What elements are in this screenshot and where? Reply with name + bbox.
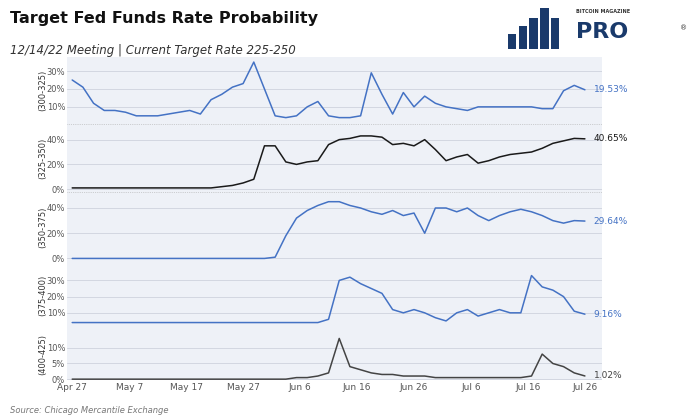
FancyBboxPatch shape [508, 34, 517, 48]
FancyBboxPatch shape [540, 8, 549, 48]
Text: 1.02%: 1.02% [594, 371, 622, 381]
Text: BITCOIN MAGAZINE: BITCOIN MAGAZINE [576, 9, 630, 14]
Text: PRO: PRO [576, 22, 628, 42]
Y-axis label: (400-425): (400-425) [38, 334, 47, 375]
Text: Source: Chicago Mercantile Exchange: Source: Chicago Mercantile Exchange [10, 406, 169, 415]
Text: 29.64%: 29.64% [594, 217, 628, 226]
FancyBboxPatch shape [529, 18, 538, 48]
Text: 9.16%: 9.16% [594, 310, 622, 319]
Y-axis label: (375-400): (375-400) [38, 274, 47, 315]
Text: 12/14/22 Meeting | Current Target Rate 225-250: 12/14/22 Meeting | Current Target Rate 2… [10, 44, 296, 57]
FancyBboxPatch shape [551, 18, 559, 48]
Text: 40.65%: 40.65% [594, 134, 628, 143]
FancyBboxPatch shape [519, 26, 527, 48]
Text: ®: ® [680, 25, 687, 32]
Text: Target Fed Funds Rate Probability: Target Fed Funds Rate Probability [10, 10, 318, 26]
Y-axis label: (325-350): (325-350) [38, 138, 47, 179]
Y-axis label: (350-375): (350-375) [38, 206, 47, 248]
Text: 19.53%: 19.53% [594, 85, 628, 94]
Y-axis label: (300-325): (300-325) [38, 70, 47, 111]
